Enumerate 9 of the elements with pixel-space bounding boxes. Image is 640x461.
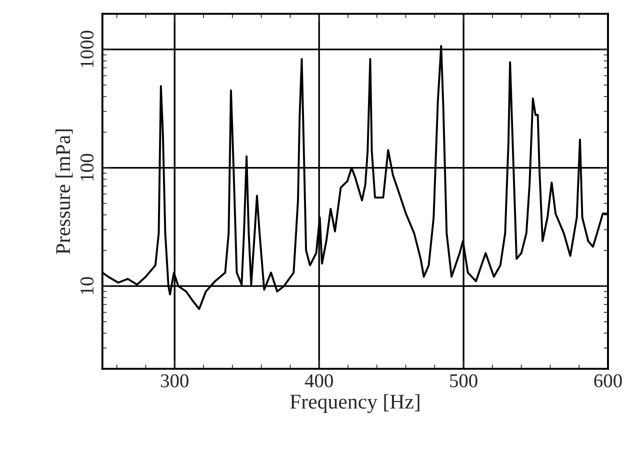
x-axis-title: Frequency [Hz] xyxy=(290,394,420,414)
y-tick-label: 1000 xyxy=(80,30,94,68)
x-tick-label: 600 xyxy=(594,374,622,388)
x-tick-label: 300 xyxy=(160,374,188,388)
x-tick-label: 400 xyxy=(304,374,333,388)
y-tick-label: 100 xyxy=(80,154,94,181)
y-tick-label: 10 xyxy=(80,277,94,294)
y-axis-title: Pressure [mPa] xyxy=(55,130,73,254)
x-tick-label: 500 xyxy=(450,374,478,388)
